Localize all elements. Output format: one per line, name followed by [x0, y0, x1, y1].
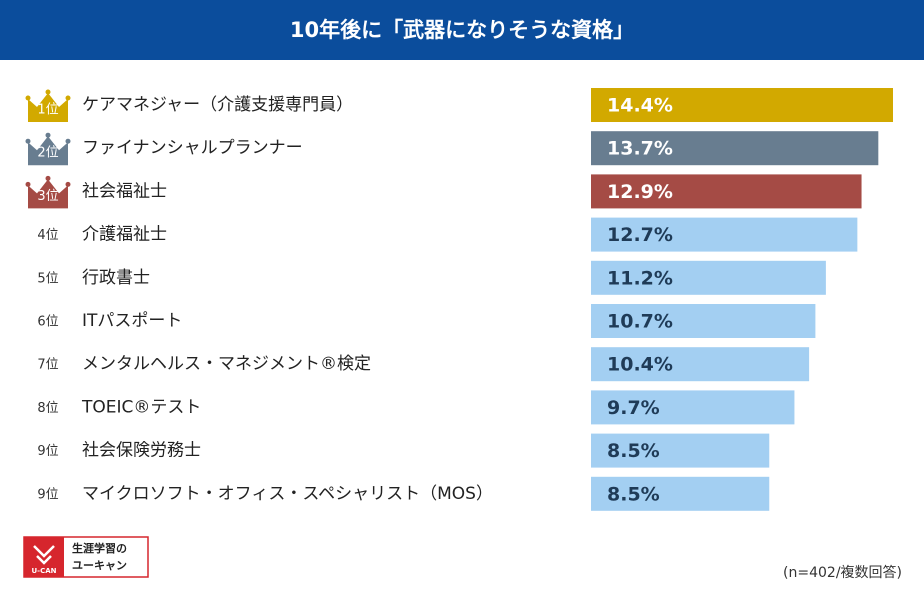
logo-line2: ユーキャン [72, 559, 127, 572]
rank-label: 7位 [37, 358, 58, 373]
value-label: 13.7% [607, 138, 673, 160]
value-label: 8.5% [607, 483, 660, 505]
value-label: 12.9% [607, 181, 673, 203]
crown-jewel [45, 132, 51, 138]
value-label: 14.4% [607, 95, 673, 117]
crown-jewel [25, 181, 31, 187]
crown-jewel [25, 95, 31, 101]
rank-label: 3位 [37, 189, 58, 204]
rank-crown [28, 179, 68, 209]
category-label: 行政書士 [82, 268, 150, 288]
category-label: ケアマネジャー（介護支援専門員） [82, 95, 353, 115]
category-label: 社会福祉士 [82, 181, 167, 201]
value-label: 8.5% [607, 440, 660, 462]
crown-jewel [45, 89, 51, 95]
bar [591, 476, 770, 511]
bar [591, 88, 893, 122]
rank-label: 5位 [37, 271, 58, 286]
category-label: 社会保険労務士 [82, 441, 201, 461]
bar [591, 347, 810, 382]
crown-jewel [65, 95, 71, 101]
logo-icon [33, 545, 55, 565]
rank-label: 1位 [37, 103, 58, 118]
chart-title: 10年後に「武器になりそうな資格」 [290, 18, 634, 42]
logo-mark: U-CAN [31, 567, 56, 575]
bar [591, 260, 826, 295]
crown-jewel [65, 138, 71, 144]
logo: U-CAN 生涯学習の ユーキャン [23, 536, 149, 578]
crown-jewel [65, 181, 71, 187]
bar [591, 174, 862, 209]
crown-jewel [45, 175, 51, 181]
category-label: 介護福祉士 [82, 225, 167, 245]
category-label: TOEIC®テスト [81, 397, 201, 417]
value-label: 10.4% [607, 354, 673, 376]
rank-label: 2位 [37, 146, 58, 161]
bar [591, 131, 879, 166]
category-label: ITパスポート [82, 311, 182, 331]
bar [591, 304, 816, 338]
value-label: 11.2% [607, 267, 673, 289]
rank-label: 6位 [37, 315, 58, 330]
header-bar [0, 0, 924, 60]
rank-label: 4位 [37, 228, 58, 243]
value-label: 9.7% [607, 397, 660, 419]
category-label: メンタルヘルス・マネジメント®検定 [82, 354, 371, 374]
bar [591, 433, 770, 468]
category-label: マイクロソフト・オフィス・スペシャリスト（MOS） [82, 484, 493, 504]
rank-label: 8位 [37, 401, 58, 416]
value-label: 12.7% [607, 224, 673, 246]
footnote: (n=402/複数回答) [783, 564, 902, 581]
rank-label: 9位 [37, 487, 58, 502]
value-label: 10.7% [607, 311, 673, 333]
bar [591, 390, 795, 425]
rank-crown [28, 136, 68, 166]
category-label: ファイナンシャルプランナー [82, 138, 303, 158]
bar [591, 217, 858, 252]
rank-label: 9位 [37, 444, 58, 459]
rank-crown [28, 93, 68, 122]
logo-line1: 生涯学習の [72, 541, 127, 555]
crown-jewel [25, 138, 31, 144]
